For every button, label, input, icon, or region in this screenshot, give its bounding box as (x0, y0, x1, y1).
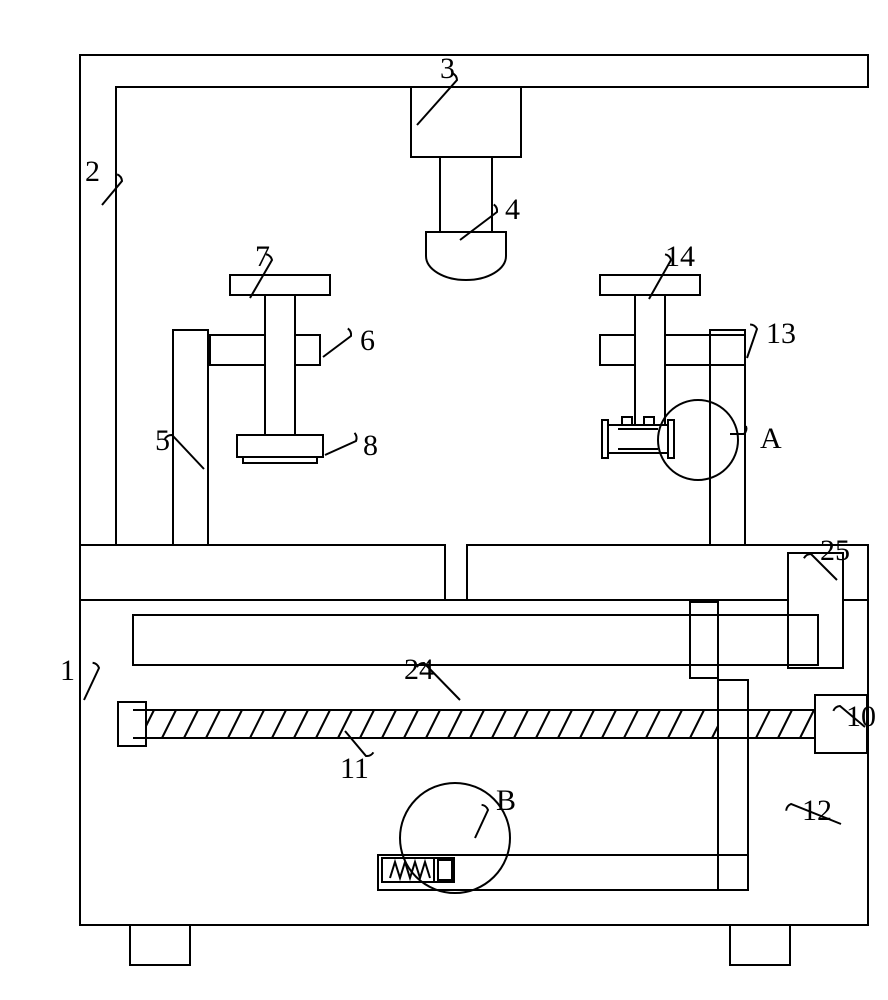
part-1-base (80, 545, 868, 925)
part-12 (718, 680, 748, 890)
label-7: 7 (255, 240, 270, 273)
leader-8 (325, 433, 357, 455)
foot-right (730, 925, 790, 965)
label-13: 13 (766, 317, 796, 350)
part-7 (230, 275, 330, 295)
label-A: A (760, 422, 782, 455)
part-8-lip (243, 457, 317, 463)
label-3: 3 (440, 52, 455, 85)
label-6: 6 (360, 324, 375, 357)
part-8 (237, 435, 323, 457)
part-13 (600, 335, 745, 365)
detail-a-cap-r (668, 420, 674, 458)
detail-a-cap-l (602, 420, 608, 458)
label-25: 25 (820, 534, 850, 567)
label-2: 2 (85, 155, 100, 188)
part-14 (600, 275, 700, 295)
detail-circle-a (658, 400, 738, 480)
leader-13 (747, 325, 757, 358)
foot-left (130, 925, 190, 965)
label-10: 10 (846, 700, 876, 733)
label-11: 11 (340, 752, 369, 785)
part-5 (173, 330, 208, 545)
leader-B (475, 805, 488, 838)
label-24: 24 (404, 653, 434, 686)
frame-arm (80, 55, 868, 545)
label-8: 8 (363, 429, 378, 462)
part-25 (788, 553, 843, 668)
label-1: 1 (60, 654, 75, 687)
label-4: 4 (505, 193, 520, 226)
bearing-left (118, 702, 146, 746)
part-7-shaft (265, 295, 295, 435)
rail-slot (690, 602, 718, 678)
label-5: 5 (155, 424, 170, 457)
leader-2 (102, 174, 122, 205)
label-12: 12 (802, 794, 832, 827)
part-3 (411, 87, 521, 157)
leader-6 (323, 328, 351, 357)
leader-1 (84, 663, 99, 700)
center-gap (445, 545, 467, 600)
part-12-upper (710, 330, 745, 545)
part-14-shaft (635, 295, 665, 425)
leader-5 (165, 435, 204, 469)
label-B: B (496, 784, 516, 817)
label-14: 14 (665, 240, 695, 273)
part-4-head (426, 232, 506, 280)
